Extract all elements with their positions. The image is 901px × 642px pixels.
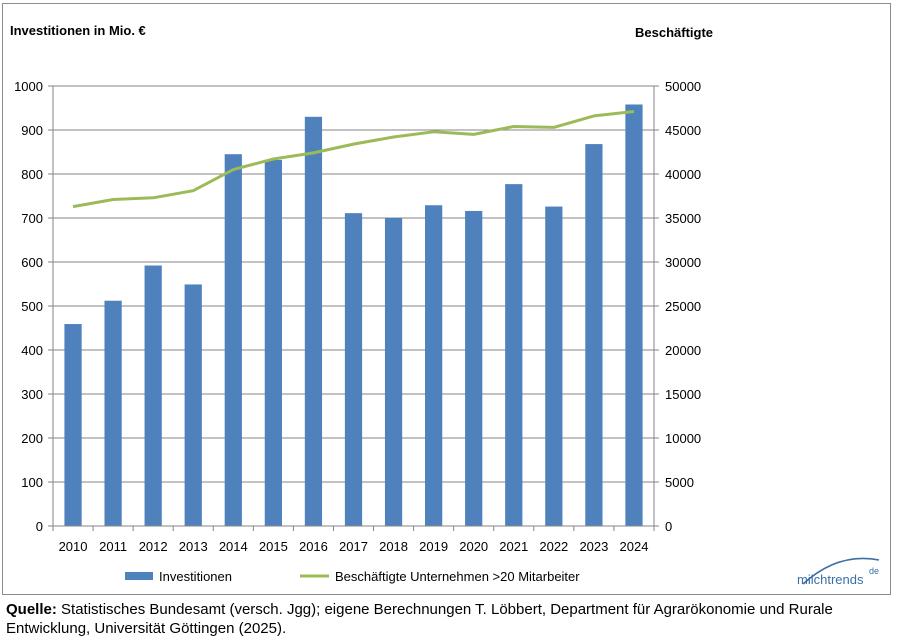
- bar: [264, 159, 282, 527]
- legend-label-investitionen: Investitionen: [159, 569, 232, 584]
- bar: [625, 104, 643, 526]
- source-label: Quelle:: [6, 601, 57, 618]
- right-tick-label: 25000: [665, 299, 701, 314]
- combo-chart: Investitionen in Mio. € Beschäftigte 0 10…: [10, 23, 880, 587]
- x-tick-label: 2024: [620, 539, 649, 554]
- x-tick-label: 2017: [339, 539, 368, 554]
- bar: [304, 116, 323, 527]
- x-tick-labels: 2010 2011 2012 2013 2014 2015 2016 2017 2018 2019…: [59, 539, 649, 554]
- x-tick-label: 2016: [299, 539, 328, 554]
- employment-line: [72, 110, 635, 209]
- left-tick-label: 700: [21, 211, 43, 226]
- left-tick-label: 900: [21, 123, 43, 138]
- logo-suffix: de: [869, 566, 879, 576]
- x-tick-label: 2023: [579, 539, 608, 554]
- right-tick-label: 50000: [665, 79, 701, 94]
- x-tick-label: 2019: [419, 539, 448, 554]
- x-tick-label: 2021: [499, 539, 528, 554]
- logo-text: milchtrends: [797, 572, 864, 587]
- source-note: Quelle: Statistisches Bundesamt (versch.…: [6, 600, 891, 638]
- left-tick-label: 0: [36, 519, 43, 534]
- x-tick-label: 2018: [379, 539, 408, 554]
- x-tick-label: 2020: [459, 539, 488, 554]
- left-tick-label: 400: [21, 343, 43, 358]
- left-tick-label: 500: [21, 299, 43, 314]
- left-tick-label: 300: [21, 387, 43, 402]
- x-tick-label: 2015: [259, 539, 288, 554]
- axes: [52, 86, 655, 527]
- right-tick-label: 15000: [665, 387, 701, 402]
- chart-frame: Investitionen in Mio. € Beschäftigte 0 10…: [2, 3, 891, 595]
- bar: [465, 210, 483, 526]
- bar: [505, 184, 523, 526]
- logo-swoosh-icon: [802, 557, 880, 585]
- left-tick-label: 800: [21, 167, 43, 182]
- right-tick-label: 40000: [665, 167, 701, 182]
- right-tick-label: 35000: [665, 211, 701, 226]
- left-tick-label: 100: [21, 475, 43, 490]
- left-tick-label: 200: [21, 431, 43, 446]
- bar: [344, 213, 363, 526]
- right-tick-labels: 0 5000 10000 15000 20000 25000 30000 35000 40000…: [665, 79, 701, 534]
- x-tick-label: 2014: [219, 539, 248, 554]
- x-tick-label: 2022: [539, 539, 568, 554]
- bar: [224, 154, 242, 526]
- right-tick-label: 30000: [665, 255, 701, 270]
- right-tick-label: 0: [665, 519, 672, 534]
- right-tick-label: 45000: [665, 123, 701, 138]
- bar: [585, 144, 603, 526]
- right-tick-label: 10000: [665, 431, 701, 446]
- left-tick-label: 600: [21, 255, 43, 270]
- x-tick-label: 2011: [99, 539, 127, 554]
- bar-series: [64, 104, 643, 527]
- bar: [425, 205, 443, 527]
- milchtrends-logo: milchtrends de: [797, 557, 880, 587]
- bar: [184, 284, 202, 526]
- source-text: Statistisches Bundesamt (versch. Jgg); e…: [6, 601, 833, 637]
- right-axis-title: Beschäftigte: [635, 25, 713, 40]
- right-tick-label: 5000: [665, 475, 694, 490]
- bar: [104, 300, 122, 526]
- right-tick-label: 20000: [665, 343, 701, 358]
- left-tick-label: 1000: [14, 79, 43, 94]
- bar: [64, 324, 82, 526]
- legend-swatch-investitionen: [125, 572, 153, 580]
- bar: [384, 218, 403, 526]
- x-tick-label: 2010: [59, 539, 88, 554]
- left-tick-labels: 0 100 200 300 400 500 600 700 800 900 1000: [14, 79, 43, 534]
- legend: Investitionen Beschäftigte Unternehmen >…: [125, 569, 580, 584]
- line-series: [72, 110, 635, 209]
- x-tick-label: 2012: [139, 539, 168, 554]
- x-tick-label: 2013: [179, 539, 208, 554]
- bar: [144, 265, 162, 526]
- legend-label-beschaeftigte: Beschäftigte Unternehmen >20 Mitarbeiter: [335, 569, 580, 584]
- left-axis-title: Investitionen in Mio. €: [10, 23, 146, 38]
- bar: [545, 206, 563, 526]
